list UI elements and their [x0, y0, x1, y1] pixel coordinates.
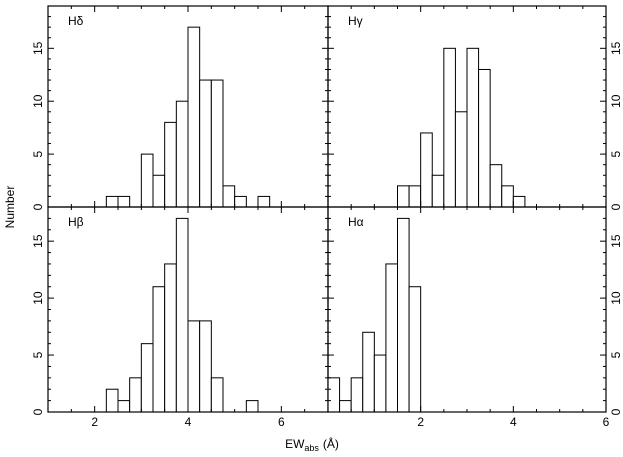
y-tick-label: 10 [31, 291, 45, 305]
histogram-bar [164, 263, 177, 413]
panel-label: Hδ [68, 14, 84, 28]
histogram-bar [187, 26, 201, 208]
histogram-bar [105, 388, 119, 413]
y-tick-label: 5 [609, 351, 623, 358]
histogram-bar [501, 185, 514, 208]
histogram-bar [152, 174, 166, 208]
y-tick-label: 0 [31, 203, 45, 210]
x-tick-label: 4 [510, 415, 517, 429]
y-tick-label: 15 [31, 234, 45, 248]
histogram-bar [385, 263, 398, 413]
x-axis-label-subscript: abs [304, 443, 319, 453]
y-tick-label: 0 [609, 408, 623, 415]
y-tick-label: 5 [31, 351, 45, 358]
histogram-bar [420, 132, 433, 208]
x-tick-label: 6 [603, 415, 610, 429]
histogram-bar [152, 286, 166, 413]
histogram-bar [339, 400, 352, 413]
y-tick-label: 15 [609, 41, 623, 55]
panel-label: Hα [348, 215, 364, 229]
histogram-bar [175, 100, 189, 208]
histogram-bar [397, 217, 410, 413]
x-axis-label-main: EW [285, 437, 305, 451]
histogram-bar [408, 286, 422, 413]
histogram-bar [489, 164, 503, 208]
panel-label: Hγ [348, 14, 363, 28]
x-tick-label: 6 [278, 415, 285, 429]
x-tick-label: 4 [185, 415, 192, 429]
histogram-bar [327, 377, 341, 413]
histogram-bar [431, 174, 445, 208]
histogram-bar [350, 377, 364, 413]
histogram-bar [362, 331, 375, 413]
histogram-bar [210, 377, 224, 413]
y-tick-label: 5 [31, 150, 45, 157]
histogram-bar [443, 47, 456, 208]
x-tick-label: 2 [417, 415, 424, 429]
histogram-bar [466, 47, 480, 208]
histogram-bar [454, 111, 468, 208]
histogram-bar [408, 185, 422, 208]
histogram-bar [245, 400, 259, 413]
x-axis-label: EWabs (Å) [285, 436, 339, 453]
panel-0: 0 5 10 15 Hδ [31, 5, 329, 210]
histogram-bar [164, 121, 177, 208]
histogram-bar [199, 320, 212, 413]
x-tick-label: 2 [91, 415, 98, 429]
histogram-bar [105, 195, 119, 208]
y-tick-label: 0 [609, 203, 623, 210]
histogram-bar [210, 79, 224, 208]
histogram-bar [187, 320, 201, 413]
y-tick-label: 15 [31, 41, 45, 55]
panel-1: 0 5 10 15 Hγ [327, 5, 623, 210]
histogram-bar [117, 195, 131, 208]
y-tick-label: 10 [609, 94, 623, 108]
x-axis-label-unit: (Å) [323, 436, 339, 451]
y-tick-label: 10 [31, 94, 45, 108]
histogram-bar [478, 68, 491, 208]
histogram-bar [199, 79, 212, 208]
y-tick-label: 0 [31, 408, 45, 415]
y-tick-label: 15 [609, 234, 623, 248]
histogram-bar [512, 195, 526, 208]
histogram-bar [397, 185, 410, 208]
histogram-bar [140, 343, 154, 413]
histogram-bar [117, 400, 131, 413]
histogram-bar [257, 195, 271, 208]
histogram-bar [222, 185, 236, 208]
y-tick-label: 5 [609, 150, 623, 157]
y-axis-label: Number [3, 186, 17, 229]
panel-label: Hβ [68, 215, 84, 229]
panel-2: 2 4 6 0 5 10 15 Hβ [31, 206, 329, 429]
histogram-bar [234, 195, 247, 208]
histogram-bar [175, 217, 189, 413]
y-tick-label: 10 [609, 291, 623, 305]
histogram-bar [373, 354, 387, 413]
histogram-bar [140, 153, 154, 208]
histogram-bar [129, 377, 142, 413]
